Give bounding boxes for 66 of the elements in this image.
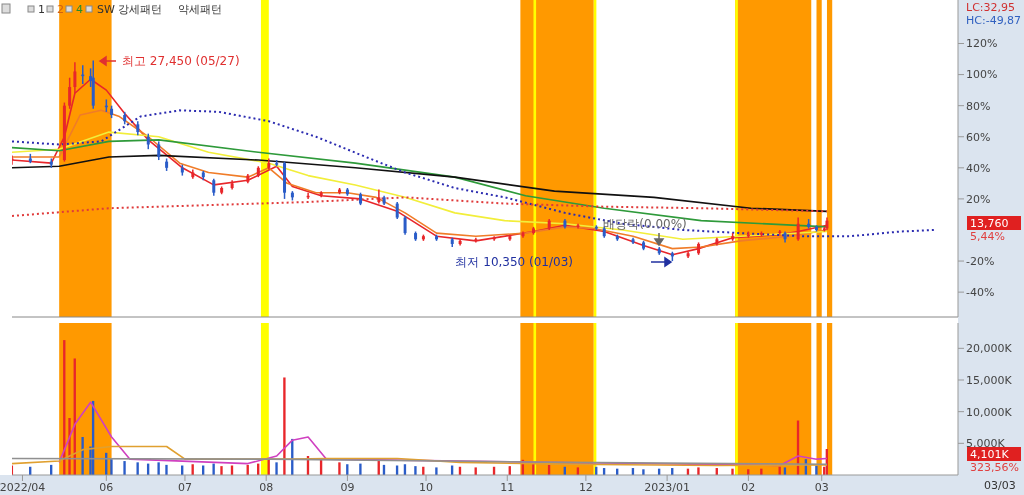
annotation: 약세패턴: [178, 3, 222, 16]
bar: [642, 469, 645, 475]
bar: [435, 467, 438, 475]
text: LC:32,95: [966, 1, 1016, 14]
text: 03/03: [984, 479, 1016, 492]
line-series: [12, 139, 828, 228]
y-tick-label: 20,000K: [966, 342, 1013, 356]
bar: [760, 468, 763, 475]
x-tick-label: 03: [814, 480, 829, 494]
annotation: 최고 27,450 (05/27): [122, 54, 240, 68]
text: HC:-49,87: [966, 14, 1022, 27]
bar: [123, 461, 126, 475]
bar: [359, 463, 362, 475]
candlestick: [435, 233, 439, 242]
x-tick-label: 12: [578, 480, 593, 494]
line-series: [12, 131, 828, 241]
candlestick: [796, 216, 800, 242]
y-tick-label: 10,000K: [966, 405, 1013, 419]
bar: [283, 377, 286, 475]
y-tick-label: 80%: [966, 99, 991, 113]
x-tick-label: 2022/04: [0, 480, 46, 494]
text: 4,101K: [970, 448, 1010, 461]
x-tick-label: 11: [500, 480, 515, 494]
bar: [731, 468, 734, 475]
x-tick-label: 2023/01: [644, 480, 690, 494]
bar: [338, 462, 341, 475]
y-tick-label: -20%: [966, 254, 995, 268]
bar: [267, 459, 270, 475]
x-tick-label: 09: [340, 480, 355, 494]
bar: [697, 467, 700, 475]
y-tick-label: 120%: [966, 37, 998, 51]
bar: [157, 462, 160, 475]
y-tick-label: 5,000K: [966, 437, 1006, 451]
bar: [165, 464, 168, 475]
y-tick-label: 100%: [966, 68, 998, 82]
annotation: 1: [38, 3, 45, 16]
candlestick: [814, 224, 818, 233]
text: 323,56%: [970, 461, 1019, 474]
line-series: [12, 109, 828, 250]
bar: [778, 466, 781, 475]
line-series: [12, 196, 828, 217]
x-tick-label: 07: [177, 480, 192, 494]
bar: [414, 466, 417, 475]
y-tick-label: 15,000K: [966, 373, 1013, 387]
text: 13,760: [970, 217, 1009, 230]
candlestick: [157, 140, 161, 161]
bar: [110, 459, 113, 475]
candlestick: [531, 226, 535, 236]
x-tick-label: 10: [419, 480, 434, 494]
bar: [220, 466, 223, 475]
x-tick-label: 08: [259, 480, 274, 494]
y-tick-label: 40%: [966, 161, 991, 175]
bar: [81, 437, 84, 475]
y-tick-label: 60%: [966, 130, 991, 144]
bar: [532, 463, 535, 475]
y-tick-label: -40%: [966, 286, 995, 300]
text: 5,44%: [970, 230, 1005, 243]
x-tick-label: 06: [99, 480, 114, 494]
bar: [212, 463, 215, 475]
y-tick-label: 20%: [966, 192, 991, 206]
annotation: 4: [76, 3, 83, 16]
line-series: [12, 109, 936, 238]
bar: [275, 462, 278, 475]
bar: [136, 462, 139, 475]
candlestick: [403, 215, 407, 236]
x-tick-label: 02: [741, 480, 756, 494]
